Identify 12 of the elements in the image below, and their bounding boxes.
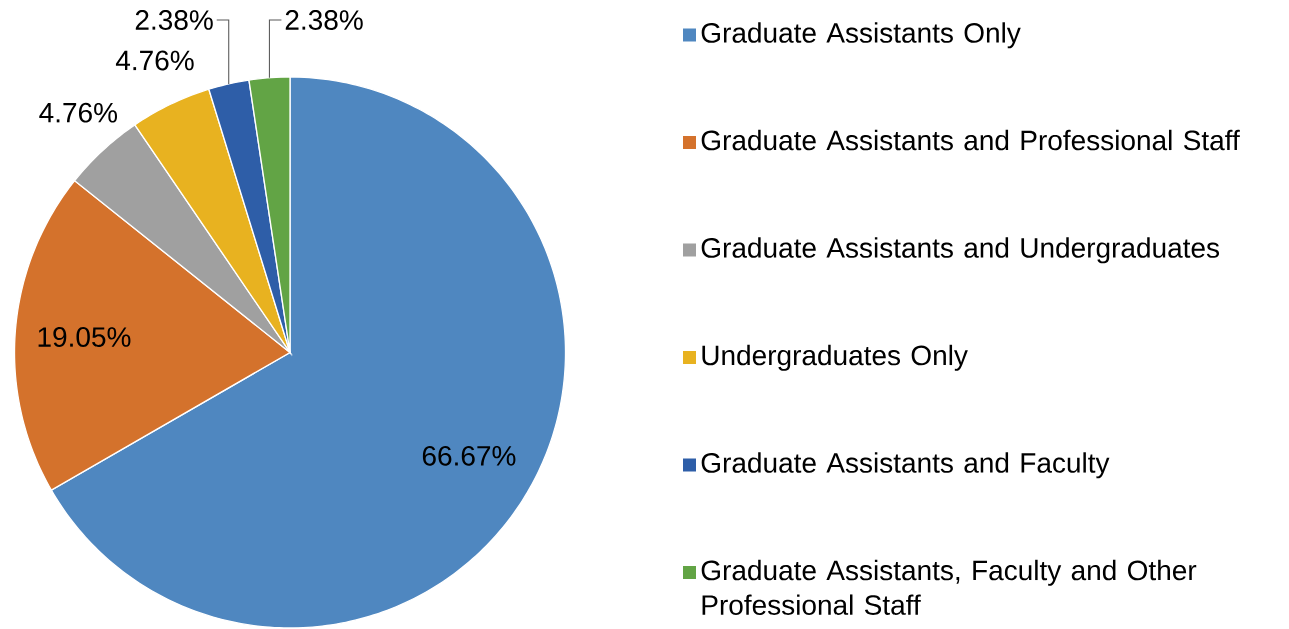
data-label: 2.38% [135, 10, 213, 30]
data-label: 19.05% [38, 327, 131, 347]
legend-label: Graduate Assistants, Faculty and Other Professional Staff [701, 559, 1197, 615]
legend-label: Undergraduates Only [702, 344, 968, 371]
data-label: 4.76% [115, 50, 194, 71]
legend-label: Graduate Assistants and Professional Staff [701, 129, 1240, 151]
legend-label: Graduate Assistants Only [701, 22, 1021, 49]
data-label: 2.38% [285, 10, 363, 30]
data-label: 4.76% [39, 102, 118, 123]
legend-label: Graduate Assistants and Undergraduates [701, 237, 1220, 264]
legend-label: Graduate Assistants and Faculty [701, 452, 1110, 479]
data-label: 66.67% [422, 445, 516, 466]
